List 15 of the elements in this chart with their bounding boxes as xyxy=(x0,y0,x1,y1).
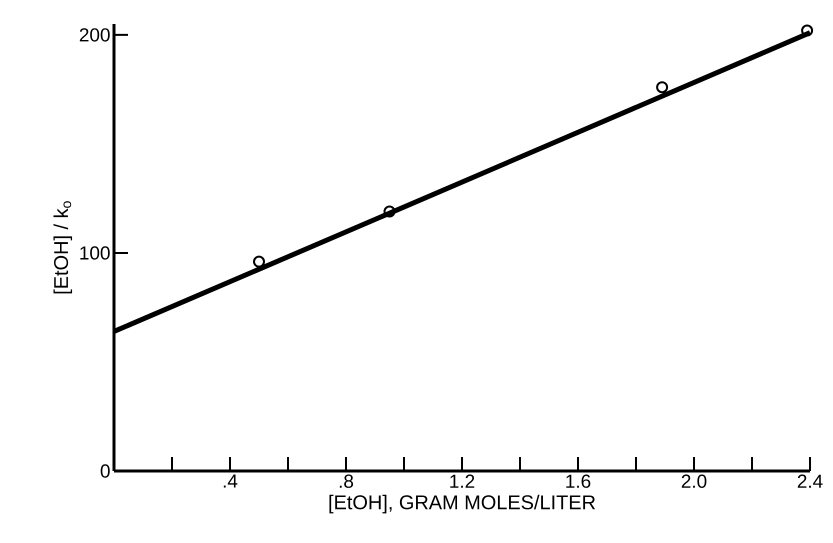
x-tick-label: .8 xyxy=(340,474,354,488)
x-tick-label: 2.0 xyxy=(682,474,706,488)
point xyxy=(801,24,814,37)
x-tick-label: 1.2 xyxy=(450,474,474,488)
x-tick-label: 2.4 xyxy=(798,474,823,488)
point xyxy=(656,81,668,94)
y-tick-label: 200 xyxy=(80,28,110,42)
y-tick-label: 100 xyxy=(80,246,110,260)
y-axis-title: [EtOH] / k$_{o}$ xyxy=(53,201,72,294)
y-tick-label: 0 xyxy=(100,464,110,478)
x-tick-label: .4 xyxy=(224,474,238,488)
point xyxy=(253,256,265,268)
point xyxy=(384,206,396,218)
x-tick-label: 1.6 xyxy=(566,474,590,488)
x-axis-title: [EtOH], GRAM MOLES/LITER xyxy=(329,494,596,514)
